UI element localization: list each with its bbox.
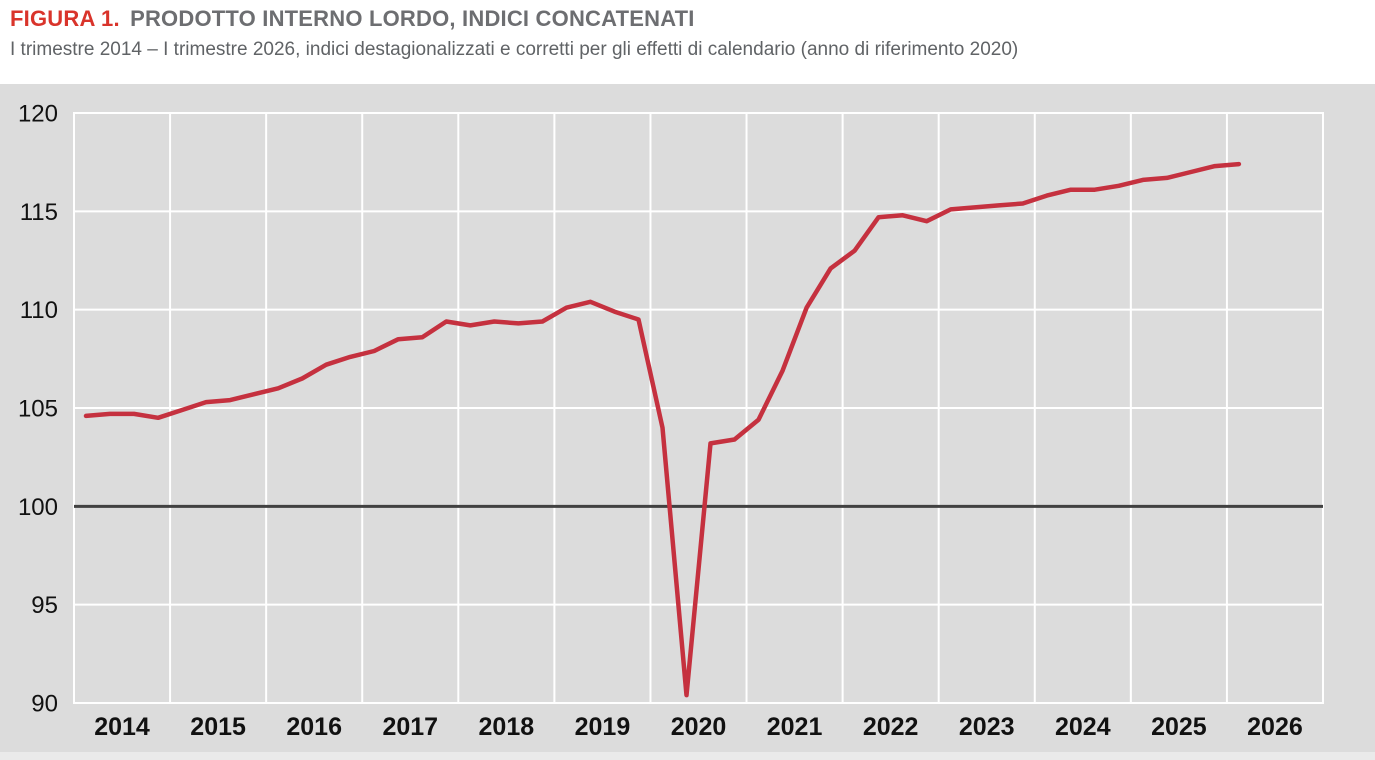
x-axis-year-label: 2023: [959, 713, 1015, 741]
figure-header: FIGURA 1. PRODOTTO INTERNO LORDO, INDICI…: [10, 6, 1365, 61]
y-axis-tick-label: 100: [18, 494, 58, 521]
gdp-series-line: [83, 161, 1242, 698]
y-axis-tick-label: 115: [20, 199, 58, 226]
x-axis-year-label: 2019: [575, 713, 631, 741]
y-axis-tick-label: 120: [18, 101, 58, 128]
x-axis-year-label: 2016: [286, 713, 342, 741]
figure-label: FIGURA 1.: [10, 6, 120, 31]
y-axis-tick-label: 105: [18, 396, 58, 423]
panel-footer-strip: [0, 752, 1375, 760]
x-axis-year-label: 2018: [479, 713, 535, 741]
y-axis-tick-label: 95: [31, 592, 58, 619]
chart-panel: 90 95 100 105 110 115 120 2014 2015 2016 2017 2018 2…: [0, 84, 1375, 752]
figure-subtitle: I trimestre 2014 – I trimestre 2026, ind…: [10, 39, 1019, 60]
plot-border: [73, 112, 1324, 704]
x-axis-year-label: 2017: [382, 713, 438, 741]
figure-title-line: FIGURA 1. PRODOTTO INTERNO LORDO, INDICI…: [10, 6, 1365, 32]
figure-title: PRODOTTO INTERNO LORDO, INDICI CONCATENA…: [130, 6, 695, 31]
x-axis-year-label: 2024: [1055, 713, 1111, 741]
gdp-line-chart: 90 95 100 105 110 115 120 2014 2015 2016 2017 2018 2…: [18, 101, 1324, 741]
x-axis-year-label: 2025: [1151, 713, 1207, 741]
y-axis-tick-label: 110: [20, 297, 58, 324]
x-axis-year-label: 2014: [94, 713, 150, 741]
x-axis-year-label: 2015: [190, 713, 246, 741]
x-axis-year-label: 2020: [671, 713, 727, 741]
y-axis-tick-label: 90: [31, 691, 58, 718]
x-axis-year-label: 2021: [767, 713, 823, 741]
x-axis-year-label: 2022: [863, 713, 919, 741]
x-axis-year-label: 2026: [1247, 713, 1303, 741]
